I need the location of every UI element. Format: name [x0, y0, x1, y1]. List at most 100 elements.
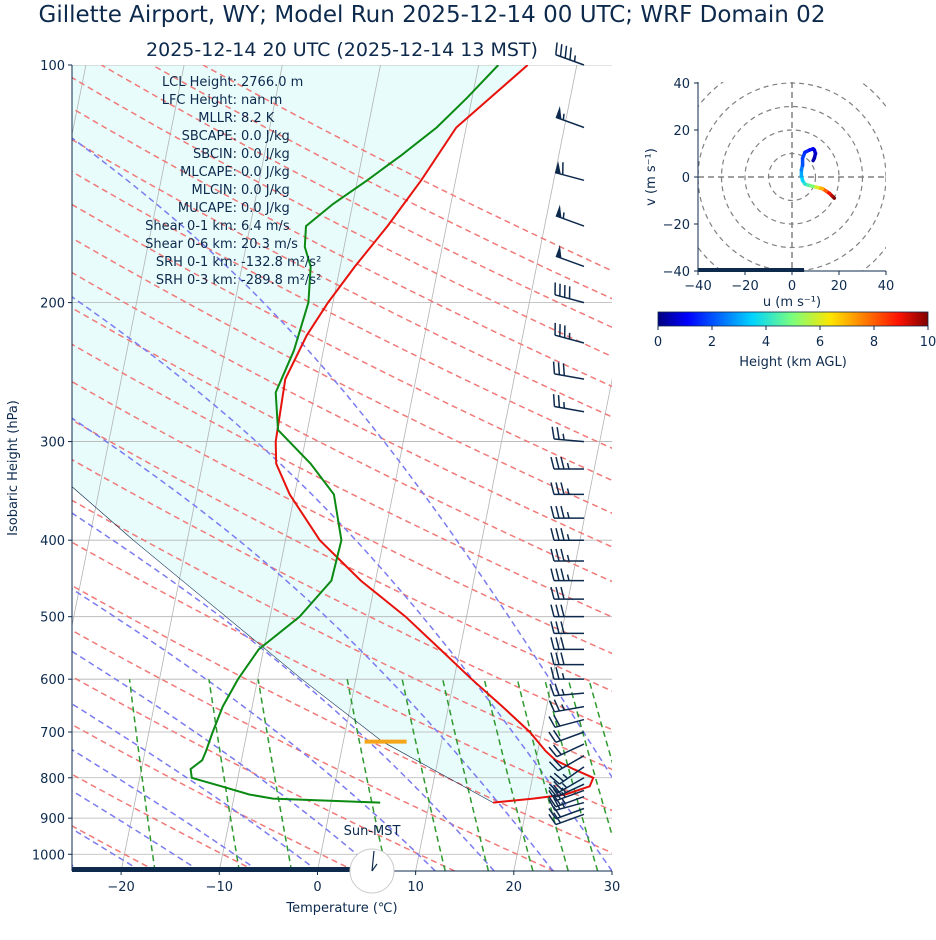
stability-index: SBCAPE: — [182, 129, 237, 144]
y-tick-label: 900 — [40, 812, 65, 827]
stability-index: LCL Height: — [162, 75, 237, 90]
stability-index: MLLR: — [198, 111, 237, 126]
x-tick-label: −20 — [107, 880, 134, 895]
sun-clock-label: Sun-MST — [344, 824, 401, 839]
hodograph-y-tick-label: 20 — [673, 124, 690, 139]
wind-barb — [549, 744, 584, 757]
height-colorbar: 0 2 4 6 8 10 Height (km AGL) — [654, 312, 936, 370]
stability-index: LFC Height: — [162, 93, 237, 108]
stability-index-value: 0.0 J/kg — [241, 129, 290, 144]
hodograph-trace — [801, 149, 834, 198]
wind-barb — [551, 667, 584, 679]
isotherm-line — [710, 65, 871, 871]
sun-clock: Sun-MST — [344, 824, 401, 893]
wind-barb — [556, 42, 584, 65]
mixing-ratio-line — [589, 679, 645, 871]
wind-barb — [551, 506, 584, 518]
stability-index-value: 6.4 m/s — [241, 219, 290, 234]
hodograph-y-tick-labels: 40 20 0 −20 −40 — [663, 77, 698, 280]
stability-index: Shear 0-1 km: — [145, 219, 237, 234]
hodograph-x-tick-label: 40 — [878, 279, 895, 294]
hodograph: −40 −20 0 20 40 40 20 0 −20 −40 u (m s⁻¹) v (m s… — [644, 60, 910, 311]
wind-barb — [551, 569, 584, 581]
stability-index: MLCAPE: — [180, 165, 237, 180]
x-tick-label: 30 — [604, 880, 621, 895]
stability-index-value: 2766.0 m — [241, 75, 303, 90]
hodograph-segment — [813, 158, 814, 160]
hodograph-x-tick-label: 20 — [831, 279, 848, 294]
hodograph-y-label: v (m s⁻¹) — [644, 148, 659, 206]
colorbar-tick-label: 0 — [654, 335, 662, 350]
stability-index: MLCIN: — [192, 183, 237, 198]
colorbar-tick-label: 10 — [920, 335, 936, 350]
colorbar-tick-label: 8 — [870, 335, 878, 350]
hodograph-x-tick-label: −20 — [731, 279, 758, 294]
wind-barb — [551, 637, 584, 649]
y-tick-label: 200 — [40, 297, 65, 312]
colorbar-tick-label: 6 — [816, 335, 824, 350]
stability-index: MUCAPE: — [178, 201, 237, 216]
stability-index: SRH 0-1 km: — [156, 255, 237, 270]
wind-barb — [550, 684, 584, 696]
y-tick-label: 700 — [40, 726, 65, 741]
wind-barb — [555, 161, 584, 180]
hodograph-x-tick-labels: −40 −20 0 20 40 — [684, 271, 894, 294]
stability-index-value: nan m — [241, 93, 282, 108]
wind-barb — [551, 457, 584, 469]
hodograph-y-tick-label: 40 — [673, 77, 690, 92]
hodograph-y-tick-label: 0 — [682, 171, 690, 186]
colorbar-gradient — [658, 312, 928, 326]
y-tick-label: 300 — [40, 436, 65, 451]
mixing-ratio-line — [130, 679, 156, 871]
x-tick-label: 20 — [506, 880, 523, 895]
stability-index-value: 8.2 K — [241, 111, 275, 126]
colorbar-tick-label: 2 — [708, 335, 716, 350]
stability-index: SBCIN: — [193, 147, 237, 162]
y-tick-label: 400 — [40, 534, 65, 549]
x-tick-label: 10 — [407, 880, 424, 895]
hodograph-y-tick-label: −40 — [663, 265, 690, 280]
stability-index-value: 0.0 J/kg — [241, 147, 290, 162]
colorbar-tick-label: 4 — [762, 335, 770, 350]
stability-index-value: 0.0 J/kg — [241, 183, 290, 198]
stability-index-value: 0.0 J/kg — [241, 201, 290, 216]
y-tick-label: 1000 — [32, 848, 65, 863]
x-tick-label: 0 — [313, 880, 321, 895]
stability-index: Shear 0-6 km: — [145, 237, 237, 252]
stability-index-value: 0.0 J/kg — [241, 165, 290, 180]
x-tick-label: −10 — [206, 880, 233, 895]
y-tick-labels: 100 200 300 400 500 600 700 800 900 1000 — [32, 59, 72, 863]
wind-barb — [556, 205, 584, 227]
y-tick-label: 600 — [40, 673, 65, 688]
x-axis-label: Temperature (℃) — [285, 901, 397, 916]
cape-shaded-area — [0, 65, 593, 803]
wind-barb — [556, 106, 584, 128]
wind-barb — [551, 549, 584, 561]
hodograph-y-tick-label: −20 — [663, 218, 690, 233]
wind-barb — [555, 282, 584, 302]
hodograph-x-label: u (m s⁻¹) — [763, 295, 821, 310]
stability-index-value: 20.3 m/s — [241, 237, 298, 252]
y-tick-label: 500 — [40, 611, 65, 626]
hodograph-x-tick-label: −40 — [684, 279, 711, 294]
colorbar-label: Height (km AGL) — [739, 355, 847, 370]
figure-subtitle: 2025-12-14 20 UTC (2025-12-14 13 MST) — [146, 39, 538, 61]
mixing-ratio-line — [209, 679, 239, 871]
stability-index-value: -132.8 m²/s² — [241, 255, 321, 270]
y-tick-label: 100 — [40, 59, 65, 74]
stability-index: SRH 0-3 km: — [156, 273, 237, 288]
mixing-ratio-line — [258, 679, 291, 871]
hodograph-x-tick-label: 0 — [788, 279, 796, 294]
wind-barb — [551, 587, 584, 599]
colorbar-tick-labels: 0 2 4 6 8 10 — [654, 326, 936, 350]
y-tick-label: 800 — [40, 772, 65, 787]
wind-barb — [551, 528, 584, 540]
isotherm-line — [612, 65, 773, 871]
y-axis-label: Isobaric Height (hPa) — [6, 400, 21, 536]
wind-barb — [555, 323, 584, 343]
wind-barb — [554, 362, 584, 380]
figure-title: Gillette Airport, WY; Model Run 2025-12-… — [39, 2, 826, 28]
wind-barb — [551, 605, 584, 617]
